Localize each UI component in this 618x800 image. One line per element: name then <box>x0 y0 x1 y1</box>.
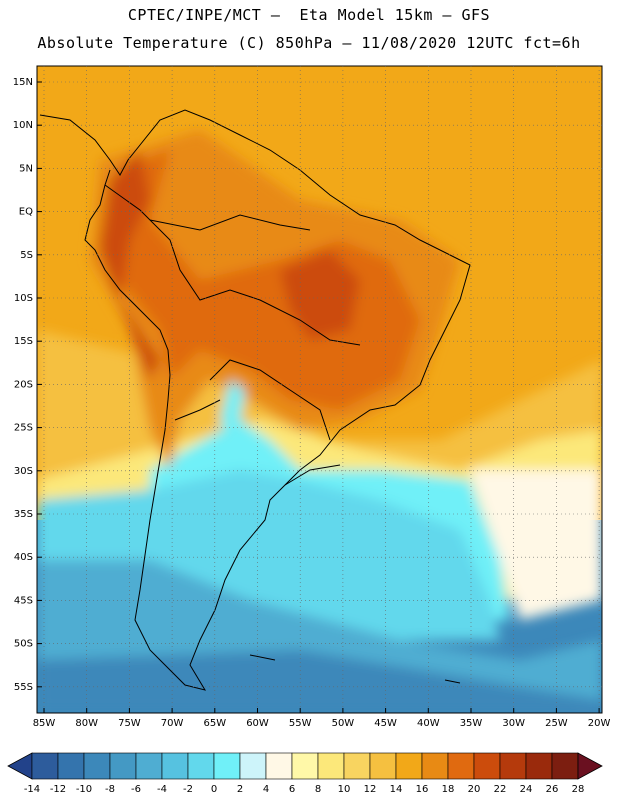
colorbar-box <box>291 752 319 780</box>
lat-label: 5S <box>20 250 33 261</box>
colorbar-box <box>473 752 501 780</box>
field-southern-tip <box>37 650 602 713</box>
colorbar-box <box>161 752 189 780</box>
colorbar-box <box>551 752 579 780</box>
colorbar-box <box>187 752 215 780</box>
colorbar-label: 10 <box>338 784 351 795</box>
colorbar-box <box>447 752 475 780</box>
colorbar-box <box>499 752 527 780</box>
colorbar-label: 14 <box>390 784 403 795</box>
temperature-field <box>37 66 602 713</box>
colorbar-label: -8 <box>105 784 115 795</box>
lon-label: 85W <box>33 718 56 729</box>
colorbar-box <box>343 752 371 780</box>
lat-label: 5N <box>19 163 33 174</box>
lat-label: 35S <box>14 509 33 520</box>
lat-label: 15N <box>13 77 33 88</box>
colorbar-box <box>109 752 137 780</box>
colorbar-box <box>317 752 345 780</box>
lat-label: 25S <box>14 423 33 434</box>
colorbar-label: 28 <box>572 784 585 795</box>
colorbar-box <box>213 752 241 780</box>
field-mild <box>470 470 602 620</box>
longitude-labels: 85W 80W 75W 70W 65W 60W 55W 50W 45W 40W 35W 30W 25W 2… <box>33 718 611 729</box>
chart-title-line2: Absolute Temperature (C) 850hPa – 11/08/… <box>37 34 581 52</box>
lon-label: 70W <box>161 718 184 729</box>
lat-label: 10S <box>14 293 33 304</box>
field-extreme-center <box>280 250 360 340</box>
colorbar-boxes <box>7 752 603 780</box>
lat-label: 10N <box>13 120 33 131</box>
field-andes-cool <box>220 380 245 440</box>
lat-label: 15S <box>14 336 33 347</box>
lon-label: 75W <box>118 718 141 729</box>
colorbar-box <box>83 752 111 780</box>
lat-label: 30S <box>14 466 33 477</box>
lon-label: 30W <box>502 718 525 729</box>
colorbar-box <box>239 752 267 780</box>
colorbar-box <box>525 752 553 780</box>
colorbar-arrow-right <box>577 752 603 780</box>
field-extreme <box>100 150 160 380</box>
colorbar-label: -14 <box>24 784 40 795</box>
lon-label: 80W <box>75 718 98 729</box>
colorbar-box <box>265 752 293 780</box>
lon-label: 35W <box>460 718 483 729</box>
lon-label: 25W <box>545 718 568 729</box>
colorbar-label: 18 <box>442 784 455 795</box>
colorbar-box <box>421 752 449 780</box>
lat-label: EQ <box>19 207 33 218</box>
colorbar-label: 0 <box>211 784 217 795</box>
colorbar-box <box>31 752 59 780</box>
lat-label: 50S <box>14 639 33 650</box>
colorbar-box <box>57 752 85 780</box>
colorbar-box <box>135 752 163 780</box>
colorbar-label: 8 <box>315 784 321 795</box>
lat-label: 55S <box>14 682 33 693</box>
graticule <box>37 66 602 713</box>
map-frame <box>36 65 603 714</box>
lat-label: 40S <box>14 552 33 563</box>
colorbar-box <box>395 752 423 780</box>
lat-label: 45S <box>14 595 33 606</box>
colorbar-label: 6 <box>289 784 295 795</box>
colorbar-label: -12 <box>50 784 66 795</box>
colorbar-label: 20 <box>468 784 481 795</box>
colorbar-label: -10 <box>76 784 92 795</box>
lon-label: 65W <box>203 718 226 729</box>
colorbar-box <box>369 752 397 780</box>
colorbar-label: 22 <box>494 784 507 795</box>
colorbar-label: 24 <box>520 784 533 795</box>
colorbar-label: -4 <box>157 784 167 795</box>
colorbar-label: 4 <box>263 784 269 795</box>
colorbar-arrow-left <box>7 752 33 780</box>
field-cold <box>37 470 500 640</box>
colorbar-label: -2 <box>183 784 193 795</box>
colorbar-labels: -14 -12 -10 -8 -6 -4 -2 0 2 4 6 8 10 12 14 16 18 20 22 24 26… <box>24 784 585 795</box>
lon-label: 40W <box>417 718 440 729</box>
colorbar-label: 12 <box>364 784 377 795</box>
lon-label: 45W <box>374 718 397 729</box>
lon-label: 50W <box>332 718 355 729</box>
chart-title-line1: CPTEC/INPE/MCT – Eta Model 15km – GFS <box>127 6 491 24</box>
colorbar-label: 26 <box>546 784 559 795</box>
lon-label: 20W <box>588 718 611 729</box>
colorbar-label: -6 <box>131 784 141 795</box>
colorbar-label: 2 <box>237 784 243 795</box>
lon-label: 60W <box>246 718 269 729</box>
lat-label: 20S <box>14 379 33 390</box>
latitude-labels: 15N 10N 5N EQ 5S 10S 15S 20S 25S 30S 35S 40S 45S 50S 5… <box>13 77 33 693</box>
colorbar-label: 16 <box>416 784 429 795</box>
field-very-hot <box>100 150 420 410</box>
lon-label: 55W <box>289 718 312 729</box>
